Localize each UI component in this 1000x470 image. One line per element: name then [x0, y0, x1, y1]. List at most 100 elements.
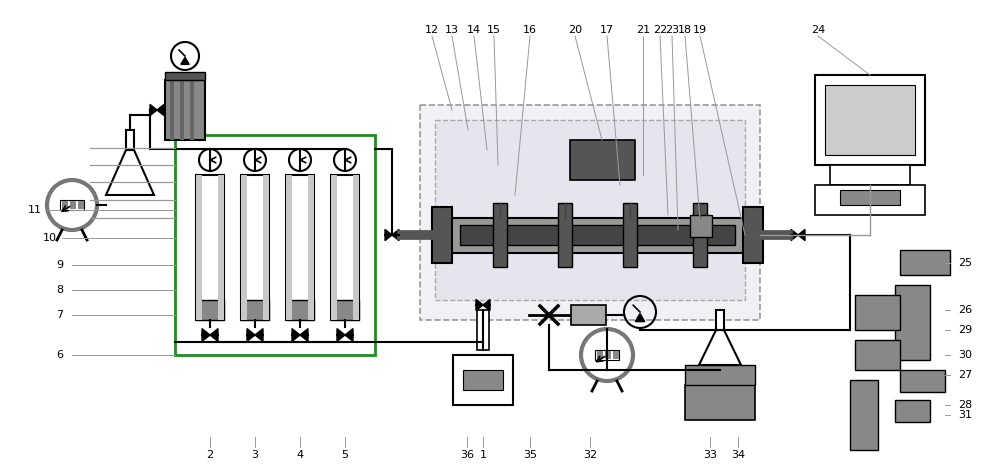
Polygon shape [247, 329, 255, 341]
Bar [815, 75, 925, 165]
Bar [597, 351, 603, 359]
Text: 28: 28 [958, 400, 972, 410]
Bar [263, 175, 269, 320]
Text: 35: 35 [523, 450, 537, 460]
Text: 31: 31 [958, 410, 972, 420]
Bar [613, 351, 619, 359]
Bar [830, 165, 910, 185]
Bar [716, 310, 724, 330]
Text: 22: 22 [653, 25, 667, 35]
Text: 17: 17 [600, 25, 614, 35]
Polygon shape [300, 329, 308, 341]
Text: 3: 3 [252, 450, 259, 460]
Text: 25: 25 [958, 258, 972, 268]
Bar [241, 175, 269, 320]
Bar [62, 201, 68, 209]
Bar [840, 190, 900, 205]
Bar [196, 175, 224, 320]
Bar [450, 218, 745, 252]
Bar [331, 300, 359, 320]
Text: 16: 16 [523, 25, 537, 35]
Polygon shape [292, 329, 300, 341]
Bar [353, 175, 359, 320]
Bar [420, 105, 760, 320]
Bar [432, 207, 452, 263]
Polygon shape [798, 229, 805, 241]
Bar [286, 175, 314, 320]
Bar [895, 285, 930, 360]
Bar [196, 300, 224, 320]
Bar [196, 175, 202, 320]
Bar [900, 370, 945, 392]
Text: 14: 14 [467, 25, 481, 35]
Text: 33: 33 [703, 450, 717, 460]
Polygon shape [699, 330, 741, 365]
Bar [685, 385, 755, 420]
Bar [175, 135, 375, 355]
Bar [493, 203, 507, 267]
Bar [895, 400, 930, 422]
Bar [241, 300, 269, 320]
Text: 15: 15 [487, 25, 501, 35]
Text: 5: 5 [342, 450, 349, 460]
Text: 6: 6 [57, 350, 64, 360]
Bar [825, 85, 915, 155]
Bar [855, 340, 900, 370]
Bar [218, 175, 224, 320]
Bar [286, 175, 292, 320]
Text: 36: 36 [460, 450, 474, 460]
Bar [126, 130, 134, 150]
Bar [180, 80, 184, 140]
Text: 26: 26 [958, 305, 972, 315]
Text: 12: 12 [425, 25, 439, 35]
Text: 19: 19 [693, 25, 707, 35]
Bar [435, 120, 745, 300]
Bar [850, 380, 878, 450]
Text: 23: 23 [665, 25, 679, 35]
Bar [693, 203, 707, 267]
Text: 4: 4 [296, 450, 304, 460]
Bar [900, 250, 950, 275]
Polygon shape [385, 229, 392, 241]
Polygon shape [476, 299, 483, 311]
Text: 1: 1 [480, 450, 487, 460]
Bar [165, 72, 205, 80]
Polygon shape [210, 329, 218, 341]
Text: 10: 10 [43, 233, 57, 243]
Bar [558, 203, 572, 267]
Text: 29: 29 [958, 325, 972, 335]
Bar [595, 350, 619, 360]
Text: 18: 18 [678, 25, 692, 35]
Polygon shape [157, 104, 164, 116]
Bar [463, 370, 503, 390]
Bar [70, 201, 76, 209]
Bar [855, 295, 900, 330]
Polygon shape [181, 57, 189, 64]
Text: 9: 9 [56, 260, 64, 270]
Polygon shape [635, 313, 645, 321]
Bar [331, 175, 359, 320]
Text: 21: 21 [636, 25, 650, 35]
Text: 20: 20 [568, 25, 582, 35]
Polygon shape [392, 229, 399, 241]
Polygon shape [202, 329, 210, 341]
Bar [570, 140, 635, 180]
Bar [743, 207, 763, 263]
Bar [477, 310, 489, 350]
Polygon shape [106, 150, 154, 195]
Bar [331, 175, 337, 320]
Polygon shape [337, 329, 345, 341]
Bar [460, 225, 735, 245]
Text: 27: 27 [958, 370, 972, 380]
Bar [78, 201, 84, 209]
Text: 24: 24 [811, 25, 825, 35]
Bar [165, 80, 205, 140]
Text: 30: 30 [958, 350, 972, 360]
Text: 13: 13 [445, 25, 459, 35]
Polygon shape [483, 299, 490, 311]
Polygon shape [345, 329, 353, 341]
Bar [170, 80, 174, 140]
Bar [60, 200, 84, 210]
Bar [685, 365, 755, 385]
Bar [241, 175, 247, 320]
